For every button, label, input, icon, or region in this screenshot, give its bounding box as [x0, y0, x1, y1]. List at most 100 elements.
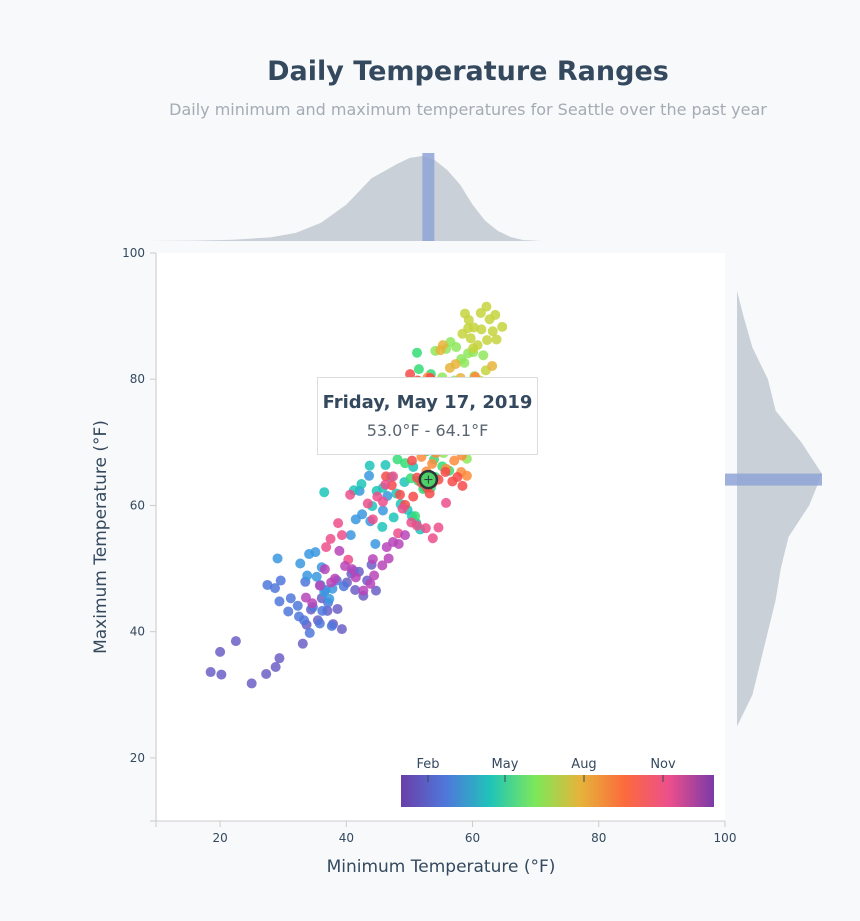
- scatter-point: [457, 480, 468, 491]
- scatter-point: [285, 593, 296, 604]
- y-tick-label: 60: [130, 498, 145, 512]
- scatter-point: [367, 514, 378, 525]
- scatter-point: [377, 496, 388, 507]
- scatter-point: [311, 571, 322, 582]
- scatter-point: [381, 471, 392, 482]
- scatter-point: [319, 564, 330, 575]
- scatter-point: [497, 321, 508, 332]
- scatter-point: [377, 560, 388, 571]
- scatter-point: [478, 350, 489, 361]
- scatter-point: [413, 364, 424, 375]
- scatter-point: [274, 653, 285, 664]
- scatter-point: [424, 488, 435, 499]
- scatter-point: [381, 542, 392, 553]
- scatter-point: [370, 538, 381, 549]
- scatter-point: [459, 357, 470, 368]
- axes-layer: 20 40 60 80 100 20 40 60 80 100: [122, 246, 736, 845]
- marginal-highlight-right: [725, 473, 822, 486]
- tooltip-range: 53.0°F - 64.1°F: [366, 421, 489, 440]
- scatter-point: [270, 662, 281, 673]
- scatter-point: [274, 596, 285, 607]
- scatter-point: [326, 620, 337, 631]
- marginal-highlight-top: [422, 153, 435, 241]
- scatter-point: [452, 472, 463, 483]
- scatter-point: [393, 538, 404, 549]
- marginal-density-right: [737, 290, 822, 727]
- scatter-point: [465, 333, 476, 344]
- scatter-point: [449, 455, 460, 466]
- marginal-right-layer: [725, 290, 822, 727]
- scatter-point: [405, 369, 416, 380]
- y-axis-label: Maximum Temperature (°F): [91, 420, 111, 654]
- scatter-point: [491, 334, 502, 345]
- scatter-point: [461, 470, 472, 481]
- scatter-point: [437, 340, 448, 351]
- scatter-point: [450, 359, 461, 370]
- marginal-density-top: [144, 156, 542, 241]
- scatter-point: [383, 553, 394, 564]
- scatter-point: [350, 585, 361, 596]
- scatter-point: [347, 564, 358, 575]
- scatter-point: [325, 533, 336, 544]
- scatter-point: [304, 627, 315, 638]
- scatter-point: [283, 606, 294, 617]
- scatter-point: [345, 489, 356, 500]
- scatter-point: [319, 487, 330, 498]
- scatter-point: [358, 585, 369, 596]
- scatter-point: [292, 600, 303, 611]
- scatter-point: [487, 360, 498, 371]
- scatter-point: [484, 314, 495, 325]
- scatter-point: [463, 314, 474, 325]
- x-tick-label: 60: [465, 831, 480, 845]
- scatter-point: [364, 470, 375, 481]
- x-tick-label: 20: [212, 831, 227, 845]
- x-tick-label: 100: [714, 831, 737, 845]
- scatter-point: [321, 542, 332, 553]
- scatter-point: [377, 521, 388, 532]
- scatter-point: [357, 509, 368, 520]
- scatter-point: [307, 598, 318, 609]
- x-tick-label: 40: [339, 831, 354, 845]
- scatter-point: [388, 512, 399, 523]
- scatter-point: [487, 326, 498, 337]
- scatter-point: [314, 580, 325, 591]
- scatter-point: [275, 575, 286, 586]
- scatter-point: [345, 530, 356, 541]
- scatter-point: [433, 522, 444, 533]
- scatter-point: [336, 530, 347, 541]
- chart-subtitle: Daily minimum and maximum temperatures f…: [169, 100, 767, 119]
- scatter-point: [324, 593, 335, 604]
- scatter-point: [246, 678, 257, 689]
- color-legend-tick-label: Nov: [650, 757, 676, 772]
- x-axis-label: Minimum Temperature (°F): [327, 857, 556, 877]
- scatter-point: [451, 342, 462, 353]
- x-tick-label: 80: [591, 831, 606, 845]
- scatter-point: [215, 646, 226, 657]
- scatter-point: [482, 335, 493, 346]
- y-tick-label: 20: [130, 751, 145, 765]
- scatter-point: [412, 520, 423, 531]
- scatter-point: [314, 618, 325, 629]
- scatter-point: [216, 669, 227, 680]
- scatter-point: [261, 668, 272, 679]
- scatter-point: [476, 324, 487, 335]
- scatter-point: [356, 478, 367, 489]
- scatter-point: [441, 497, 452, 508]
- scatter-point: [377, 505, 388, 516]
- scatter-point: [369, 570, 380, 581]
- tooltip: Friday, May 17, 2019 53.0°F - 64.1°F: [317, 377, 538, 455]
- scatter-point: [406, 455, 417, 466]
- scatter-point: [270, 583, 281, 594]
- scatter-point: [481, 301, 492, 312]
- scatter-point: [370, 585, 381, 596]
- scatter-point: [440, 466, 451, 477]
- scatter-point: [299, 615, 310, 626]
- scatter-point: [350, 572, 361, 583]
- scatter-point: [408, 491, 419, 502]
- scatter-point: [412, 347, 423, 358]
- y-tick-label: 80: [130, 372, 145, 386]
- scatter-point: [310, 547, 321, 558]
- scatter-point: [400, 530, 411, 541]
- scatter-point: [272, 553, 283, 564]
